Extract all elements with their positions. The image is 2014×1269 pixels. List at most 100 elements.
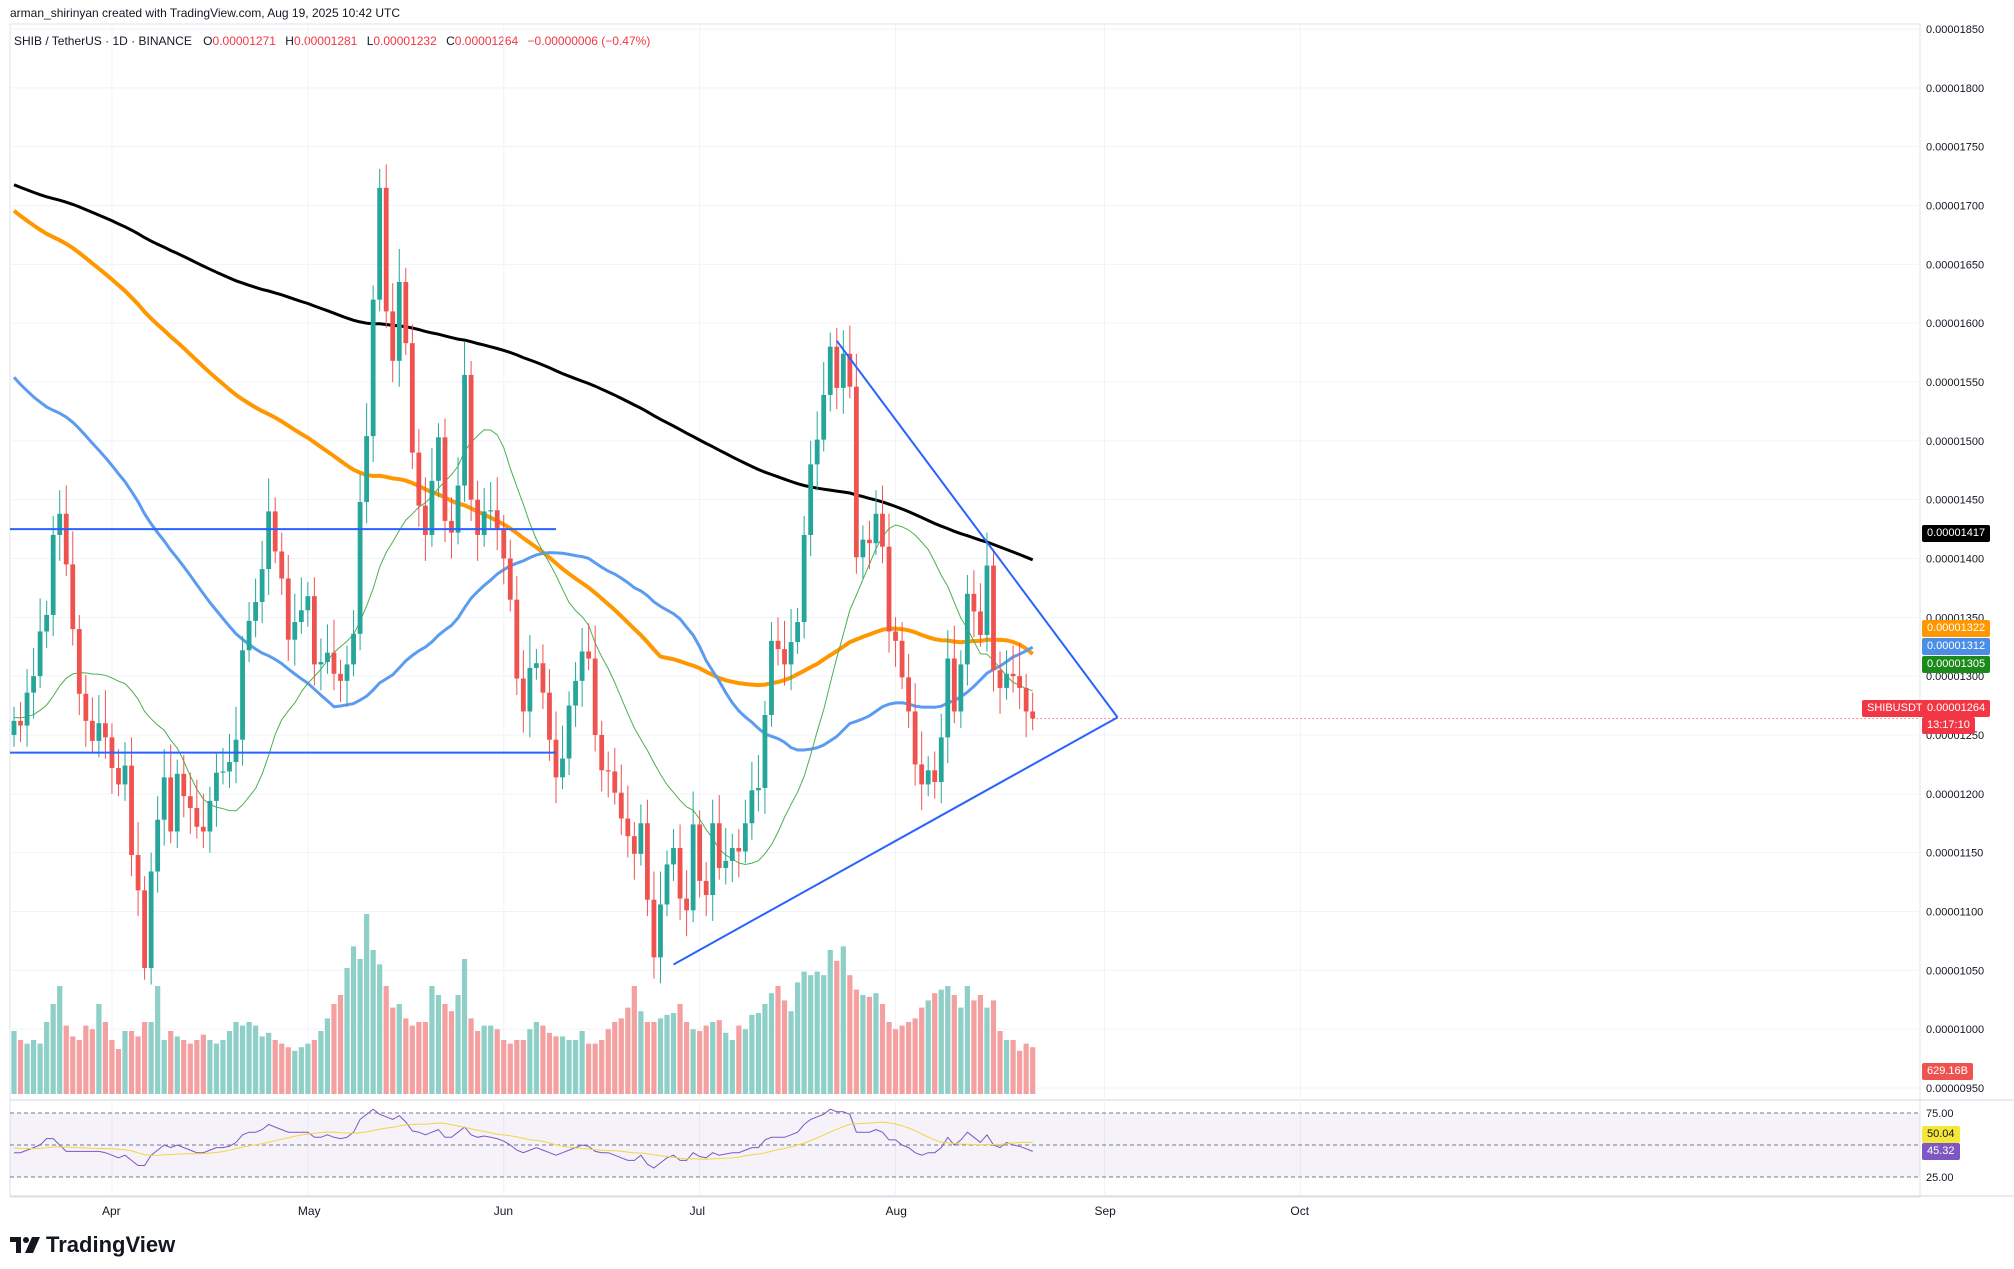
volume-bar	[481, 1025, 487, 1094]
volume-bar	[866, 996, 873, 1094]
volume-bar	[749, 1014, 755, 1094]
volume-bar	[657, 1018, 664, 1094]
candle-body	[1004, 673, 1009, 688]
volume-bar	[507, 1043, 513, 1094]
x-tick-label: Jul	[690, 1204, 705, 1218]
y-tick-label: 0.00001750	[1926, 142, 1984, 154]
volume-bar	[279, 1043, 285, 1094]
volume-bar	[801, 971, 807, 1094]
candle-body	[214, 772, 219, 801]
volume-bar	[70, 1036, 76, 1094]
tradingview-logo-icon	[10, 1237, 40, 1253]
volume-bar	[762, 1004, 768, 1094]
volume-bar	[572, 1040, 579, 1094]
volume-bar	[344, 968, 350, 1094]
volume-bar	[840, 946, 846, 1094]
volume-bar	[298, 1047, 304, 1094]
candle-body	[311, 596, 317, 665]
volume-bar	[331, 1004, 337, 1094]
volume-bar	[50, 1004, 56, 1094]
volume-bar	[703, 1025, 709, 1094]
volume-bar	[155, 986, 161, 1094]
candle-body	[664, 864, 670, 905]
candle-body	[932, 770, 938, 783]
candle-body	[63, 513, 69, 565]
close-value: 0.00001264	[454, 34, 519, 48]
candle-body	[89, 720, 95, 741]
candle-body	[899, 640, 905, 678]
volume-bar	[305, 1043, 311, 1094]
open-value: 0.00001271	[212, 34, 276, 48]
volume-bar	[886, 1022, 892, 1094]
volume-bar	[501, 1040, 507, 1094]
volume-bar	[527, 1029, 533, 1094]
candle-body	[742, 823, 748, 852]
volume-bar	[259, 1036, 265, 1094]
candle-body	[494, 510, 500, 530]
volume-bar	[488, 1025, 494, 1094]
rsi-lower-label: 25.00	[1926, 1172, 1954, 1184]
volume-bar	[109, 1040, 115, 1094]
symbol-name[interactable]: SHIB / TetherUS · 1D · BINANCE	[14, 34, 192, 48]
y-tick-label: 0.00001500	[1926, 436, 1984, 448]
y-tick-label: 0.00001100	[1926, 907, 1983, 919]
volume-tag: 629.16B	[1922, 1063, 1973, 1080]
y-tick-label: 0.00001050	[1926, 965, 1984, 977]
volume-bar	[553, 1036, 559, 1094]
volume-bar	[128, 1031, 135, 1094]
volume-bar	[938, 989, 944, 1094]
x-tick-label: Aug	[886, 1204, 907, 1218]
candle-body	[70, 564, 76, 630]
candle-body	[984, 565, 990, 635]
candle-body	[749, 790, 755, 824]
volume-bar	[174, 1036, 180, 1094]
candle-body	[775, 640, 781, 650]
ma200-price-tag: 0.00001417	[1922, 525, 1991, 542]
candle-body	[769, 640, 774, 715]
candle-body	[997, 670, 1003, 688]
candle-body	[390, 311, 396, 361]
volume-bar	[808, 975, 814, 1094]
volume-bar	[76, 1040, 82, 1094]
volume-bar	[906, 1022, 912, 1094]
candle-body	[279, 551, 285, 579]
candle-body	[488, 510, 494, 512]
high-value: 0.00001281	[293, 34, 358, 48]
candle-body	[181, 773, 187, 797]
candle-body	[122, 765, 128, 785]
candle-body	[520, 678, 526, 712]
ma50-line	[12, 376, 1034, 752]
candle-body	[305, 596, 311, 611]
volume-bar	[559, 1036, 566, 1094]
volume-bar	[475, 1031, 481, 1094]
candle-body	[736, 847, 742, 852]
volume-bar	[207, 1040, 213, 1094]
candle-body	[788, 642, 794, 665]
candle-body	[592, 658, 598, 735]
candle-body	[455, 485, 461, 533]
candle-body	[690, 824, 696, 911]
candle-body	[651, 899, 657, 958]
candle-body	[991, 565, 996, 671]
candle-body	[579, 651, 585, 681]
candle-body	[292, 622, 298, 640]
volume-bar	[586, 1043, 592, 1094]
volume-bar	[442, 1004, 448, 1094]
volume-bar	[409, 1025, 415, 1094]
volume-bar	[148, 1022, 154, 1094]
volume-bar	[266, 1032, 272, 1094]
candle-body	[83, 693, 89, 721]
candle-body	[958, 664, 964, 712]
candle-body	[266, 511, 272, 570]
candle-body	[756, 787, 761, 791]
rsi-ma-tag: 50.04	[1922, 1126, 1960, 1143]
candle-body	[586, 651, 592, 659]
candle-body	[840, 353, 846, 388]
volume-bar	[795, 982, 801, 1094]
tradingview-brand[interactable]: TradingView	[10, 1232, 175, 1258]
volume-bar	[670, 1013, 677, 1094]
volume-bar	[1003, 1040, 1010, 1094]
countdown-tag: 13:17:10	[1922, 717, 1975, 734]
low-value: 0.00001232	[373, 34, 437, 48]
